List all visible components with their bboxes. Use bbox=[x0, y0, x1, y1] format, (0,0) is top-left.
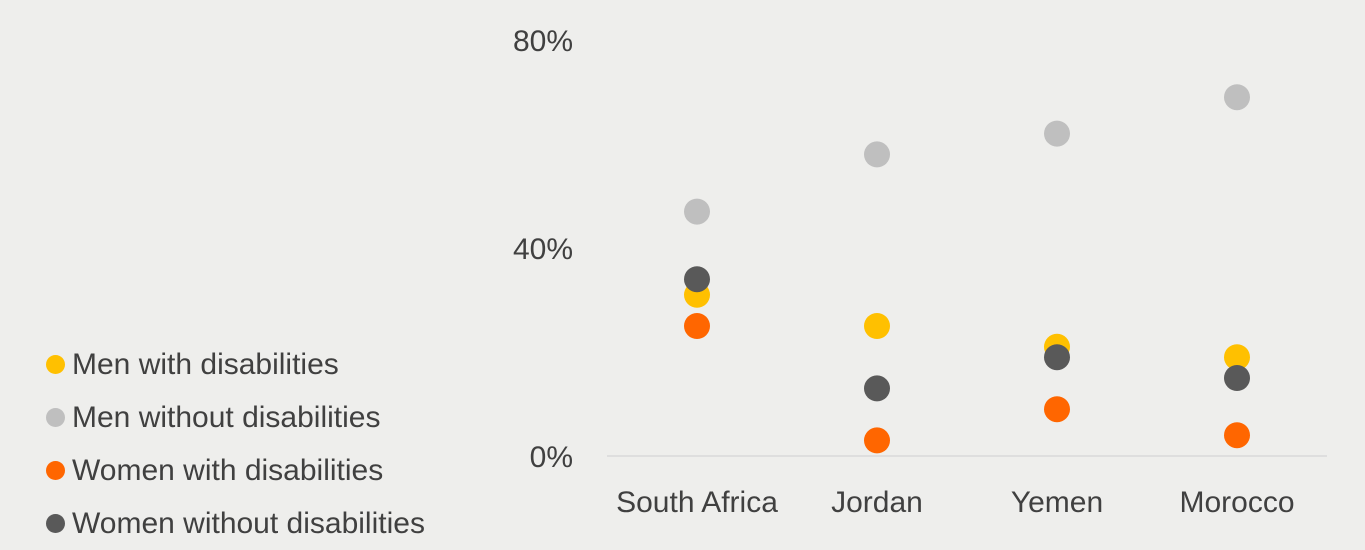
data-point bbox=[1224, 422, 1250, 449]
data-point bbox=[1044, 396, 1070, 423]
data-point bbox=[864, 141, 890, 168]
data-point bbox=[1044, 120, 1070, 147]
legend-swatch bbox=[46, 514, 65, 533]
data-point bbox=[1224, 344, 1250, 371]
legend-item: Women without disabilities bbox=[46, 497, 425, 550]
legend-label: Women with disabilities bbox=[72, 453, 384, 487]
legend: Men with disabilities Men without disabil… bbox=[46, 338, 425, 550]
data-point bbox=[684, 313, 710, 339]
legend-label: Women without disabilities bbox=[72, 506, 425, 540]
legend-label: Men with disabilities bbox=[72, 347, 339, 381]
legend-item: Men without disabilities bbox=[46, 391, 425, 444]
x-tick-label: South Africa bbox=[616, 486, 778, 519]
data-point bbox=[684, 266, 710, 293]
legend-swatch bbox=[46, 461, 65, 480]
data-point bbox=[864, 313, 890, 339]
x-tick-label: Morocco bbox=[1179, 486, 1294, 519]
x-tick-label: Jordan bbox=[831, 486, 923, 519]
y-tick-label: 80% bbox=[513, 25, 573, 58]
legend-swatch bbox=[46, 408, 65, 427]
y-tick-label: 40% bbox=[513, 233, 573, 266]
legend-label: Men without disabilities bbox=[72, 400, 381, 434]
data-point bbox=[1224, 365, 1250, 391]
data-point bbox=[1224, 84, 1250, 111]
data-point bbox=[864, 427, 890, 454]
data-point bbox=[1044, 344, 1070, 371]
data-point bbox=[864, 375, 890, 402]
data-point bbox=[684, 198, 710, 225]
y-tick-label: 0% bbox=[530, 441, 573, 474]
legend-item: Women with disabilities bbox=[46, 444, 425, 497]
legend-item: Men with disabilities bbox=[46, 338, 425, 391]
legend-swatch bbox=[46, 355, 65, 374]
x-tick-label: Yemen bbox=[1011, 486, 1103, 519]
